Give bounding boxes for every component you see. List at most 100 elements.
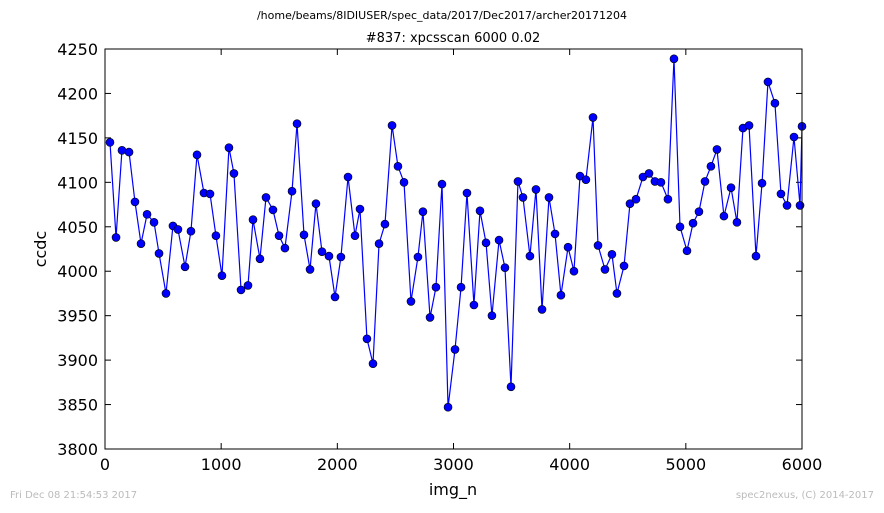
data-point bbox=[770, 98, 780, 108]
data-point bbox=[694, 207, 704, 216]
data-point bbox=[531, 185, 541, 194]
y-tick-label: 3800 bbox=[57, 440, 98, 459]
data-point bbox=[469, 300, 479, 310]
data-point bbox=[136, 239, 146, 248]
data-point bbox=[487, 311, 497, 320]
data-point bbox=[330, 292, 340, 302]
data-point bbox=[161, 289, 171, 298]
data-point bbox=[556, 290, 566, 300]
data-point bbox=[413, 252, 423, 262]
data-point bbox=[462, 188, 472, 198]
x-tick-label: 1000 bbox=[201, 455, 242, 474]
plot-frame bbox=[104, 48, 803, 450]
data-point bbox=[500, 263, 510, 272]
data-point bbox=[726, 183, 736, 192]
data-point bbox=[387, 121, 397, 130]
data-point bbox=[757, 178, 767, 188]
data-point bbox=[712, 145, 722, 154]
data-point bbox=[124, 147, 134, 157]
chart-title: #837: xpcsscan 6000 0.02 bbox=[366, 31, 541, 46]
data-point bbox=[343, 172, 353, 182]
y-tick-label: 3950 bbox=[57, 307, 98, 326]
data-point bbox=[669, 54, 679, 64]
data-point bbox=[619, 261, 629, 271]
data-point bbox=[229, 169, 239, 178]
data-point bbox=[211, 231, 221, 240]
data-point bbox=[612, 289, 622, 298]
x-tick-label: 6000 bbox=[782, 455, 823, 474]
x-tick-label: 0 bbox=[100, 455, 110, 474]
data-point bbox=[443, 402, 453, 412]
data-point bbox=[706, 162, 716, 171]
data-point bbox=[518, 193, 528, 202]
data-point bbox=[513, 177, 523, 186]
x-axis-label: img_n bbox=[429, 480, 477, 500]
x-tick-label: 4000 bbox=[549, 455, 590, 474]
data-point bbox=[268, 205, 278, 215]
data-point bbox=[744, 121, 754, 130]
data-point bbox=[248, 215, 258, 224]
data-point bbox=[751, 251, 761, 261]
data-point bbox=[368, 359, 378, 368]
data-point bbox=[625, 199, 635, 208]
data-point bbox=[192, 150, 202, 160]
suptitle: /home/beams/8IDIUSER/spec_data/2017/Dec2… bbox=[257, 9, 627, 22]
y-tick-label: 4000 bbox=[57, 262, 98, 281]
data-point bbox=[393, 162, 403, 171]
data-point bbox=[274, 231, 284, 240]
data-point bbox=[117, 146, 127, 155]
data-point bbox=[494, 235, 504, 245]
y-tick-label: 3850 bbox=[57, 396, 98, 415]
data-point bbox=[324, 251, 334, 261]
data-point bbox=[311, 199, 321, 208]
y-tick-label: 4050 bbox=[57, 218, 98, 237]
footer-right: spec2nexus, (C) 2014-2017 bbox=[736, 490, 874, 501]
x-tick-label: 5000 bbox=[665, 455, 706, 474]
y-tick-label: 4150 bbox=[57, 129, 98, 148]
data-point bbox=[255, 254, 265, 264]
data-point bbox=[688, 218, 698, 228]
footer-left: Fri Dec 08 21:54:53 2017 bbox=[10, 490, 137, 501]
data-point bbox=[292, 119, 302, 128]
y-tick-label: 4200 bbox=[57, 84, 98, 103]
data-point bbox=[644, 169, 654, 178]
data-point bbox=[607, 250, 617, 259]
data-point bbox=[111, 233, 121, 242]
data-point bbox=[205, 189, 215, 199]
data-point bbox=[362, 334, 372, 344]
data-point bbox=[663, 194, 673, 204]
data-point bbox=[418, 207, 428, 216]
data-point bbox=[563, 242, 573, 252]
data-point bbox=[180, 262, 190, 272]
data-point bbox=[525, 251, 535, 261]
data-point bbox=[581, 175, 591, 184]
data-point bbox=[261, 193, 271, 202]
data-point bbox=[481, 238, 491, 248]
data-point bbox=[217, 271, 227, 280]
data-point bbox=[224, 143, 234, 152]
data-point bbox=[280, 243, 290, 253]
data-point bbox=[795, 201, 805, 210]
data-point bbox=[600, 265, 610, 274]
data-point bbox=[317, 247, 327, 256]
data-point bbox=[789, 132, 799, 142]
data-point bbox=[287, 186, 297, 196]
data-point bbox=[406, 297, 416, 306]
data-point bbox=[450, 345, 460, 354]
data-point bbox=[537, 305, 547, 314]
data-point bbox=[544, 193, 554, 202]
x-tick-label: 3000 bbox=[433, 455, 474, 474]
y-tick-label: 3900 bbox=[57, 351, 98, 370]
data-point bbox=[105, 138, 115, 147]
y-axis-label: ccdc bbox=[31, 231, 50, 268]
data-point bbox=[374, 239, 384, 248]
data-point bbox=[336, 252, 346, 262]
data-point bbox=[380, 219, 390, 229]
data-point bbox=[186, 226, 196, 236]
data-point bbox=[588, 113, 598, 122]
data-point bbox=[656, 178, 666, 187]
data-point bbox=[763, 77, 773, 87]
data-point bbox=[350, 231, 360, 240]
